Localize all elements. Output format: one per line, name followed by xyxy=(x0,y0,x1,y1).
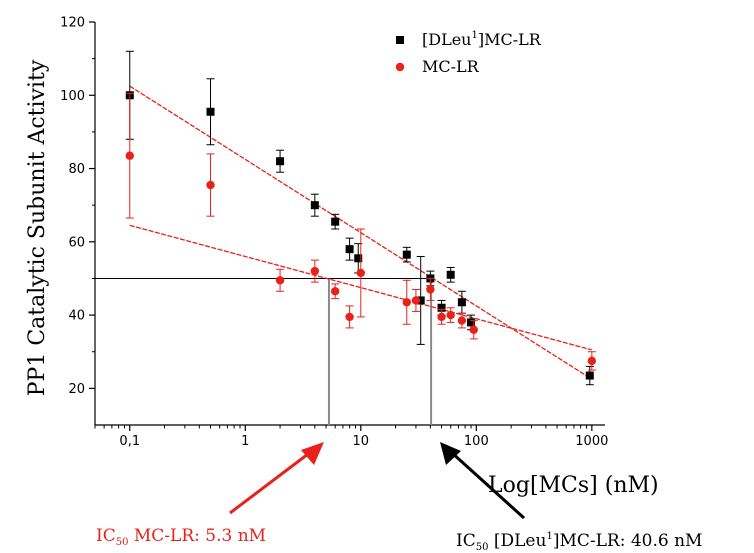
data-point-dleu xyxy=(585,371,594,380)
data-point-mc-lr xyxy=(206,180,215,190)
data-points xyxy=(125,50,597,386)
annotation-dleu: IC50 [DLeu1]MC-LR: 40.6 nM xyxy=(440,442,702,553)
y-tick-label: 100 xyxy=(60,89,85,104)
ic50-label-dleu: IC50 [DLeu1]MC-LR: 40.6 nM xyxy=(456,531,702,553)
data-point-dleu xyxy=(457,298,466,307)
data-point-dleu xyxy=(402,250,411,259)
data-point-dleu xyxy=(345,245,354,254)
data-point-mc-lr xyxy=(330,287,340,296)
x-axis-title: Log[MCs] (nM) xyxy=(488,473,659,498)
y-ticks: 20 40 60 80 100 120 xyxy=(60,16,95,397)
data-point-mc-lr xyxy=(587,356,597,366)
x-tick-label: 1000 xyxy=(575,434,608,449)
arrowhead-mc-lr-icon xyxy=(301,442,324,465)
arrow-shaft-mc-lr xyxy=(229,449,313,515)
y-tick-label: 20 xyxy=(68,382,85,397)
y-tick-label: 40 xyxy=(68,309,85,324)
x-tick-label: 10 xyxy=(353,434,370,449)
y-tick-label: 60 xyxy=(68,235,85,250)
data-point-mc-lr xyxy=(402,298,411,307)
y-axis-title: PP1 Catalytic Subunit Activity xyxy=(25,59,50,396)
legend-marker-dleu xyxy=(396,36,404,44)
x-tick-label: 1 xyxy=(241,434,249,449)
data-point-dleu xyxy=(276,157,285,166)
arrow-shaft-dleu xyxy=(449,450,526,520)
legend-label-mc-lr: MC-LR xyxy=(422,57,480,76)
ic50-reference-lines xyxy=(95,277,433,425)
annotation-mc-lr: IC50 MC-LR: 5.3 nM xyxy=(96,442,324,548)
data-point-mc-lr xyxy=(411,296,421,305)
x-tick-label: 100 xyxy=(464,434,489,449)
ic50-label-mc-lr: IC50 MC-LR: 5.3 nM xyxy=(96,526,266,548)
data-point-dleu xyxy=(416,296,425,305)
data-point-mc-lr xyxy=(310,266,320,276)
legend-marker-mc-lr xyxy=(395,62,405,72)
data-point-dleu xyxy=(206,107,215,116)
x-ticks: 0,1 1 10 100 1000 xyxy=(94,425,608,449)
data-point-mc-lr xyxy=(446,310,455,320)
data-point-mc-lr xyxy=(437,312,446,322)
data-point-dleu xyxy=(310,201,319,210)
legend-label-dleu: [DLeu1]MC-LR xyxy=(422,30,542,49)
data-point-dleu xyxy=(354,254,363,263)
data-point-mc-lr xyxy=(125,151,134,160)
y-tick-label: 80 xyxy=(68,162,85,177)
fit-line-mc-lr xyxy=(129,224,593,351)
data-point-mc-lr xyxy=(275,276,285,285)
x-tick-label: 0,1 xyxy=(119,434,140,449)
data-point-dleu xyxy=(437,303,446,312)
data-point-mc-lr xyxy=(457,316,467,325)
data-point-mc-lr xyxy=(356,268,366,278)
data-point-dleu xyxy=(446,270,455,279)
arrowhead-dleu-icon xyxy=(440,442,461,465)
y-tick-label: 120 xyxy=(60,16,85,31)
data-point-dleu xyxy=(331,217,340,226)
data-point-dleu xyxy=(467,318,476,327)
axes xyxy=(94,22,605,426)
data-point-mc-lr xyxy=(426,285,435,294)
data-point-mc-lr xyxy=(469,325,478,334)
data-point-mc-lr xyxy=(345,312,354,322)
legend: [DLeu1]MC-LR MC-LR xyxy=(395,30,542,76)
